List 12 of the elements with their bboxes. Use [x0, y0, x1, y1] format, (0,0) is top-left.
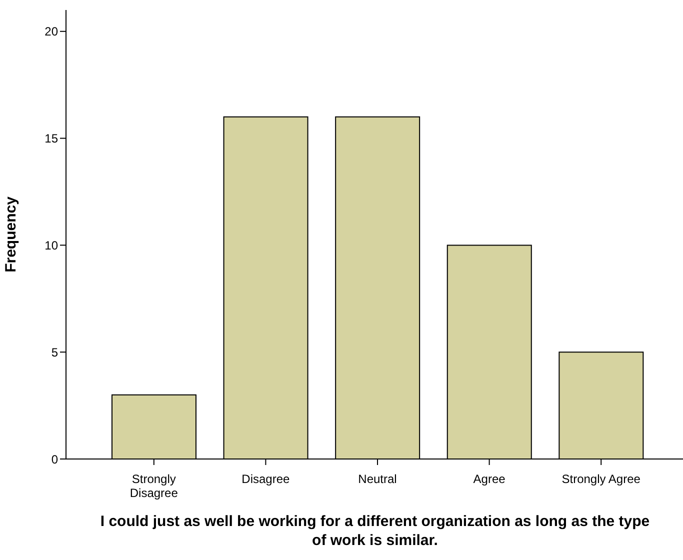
x-tick-label: Neutral	[358, 472, 397, 486]
x-tick-label: Strongly Disagree	[130, 472, 178, 500]
x-tick-label: Agree	[473, 472, 506, 486]
y-tick-label: 10	[44, 238, 58, 252]
y-axis-title: Frequency	[2, 196, 20, 272]
y-tick-label: 0	[51, 452, 58, 466]
x-tick-label: Strongly Agree	[562, 472, 641, 486]
x-tick-label: Disagree	[242, 472, 290, 486]
y-tick-label: 20	[44, 24, 58, 39]
y-tick-label: 15	[44, 132, 58, 146]
x-axis-title: I could just as well be working for a different organization as long as the type of work is similar.	[99, 512, 651, 550]
y-tick-label: 5	[51, 345, 58, 360]
